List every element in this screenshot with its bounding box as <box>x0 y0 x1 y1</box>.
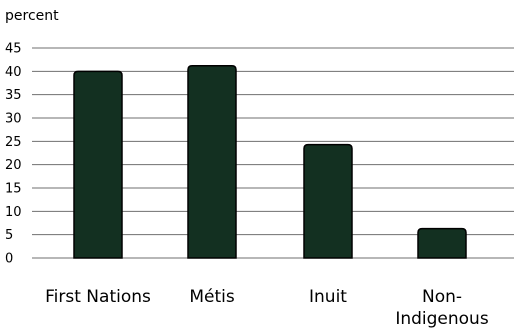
y-tick-layer: 0 5 10 15 20 25 30 35 40 45 <box>5 42 22 267</box>
y-tick-label: 15 <box>5 182 22 197</box>
bar <box>417 227 467 259</box>
y-tick-label: 10 <box>5 205 22 220</box>
category-label: First Nations <box>45 287 151 307</box>
y-tick-label: 20 <box>5 158 22 173</box>
category-label: Métis <box>189 287 235 307</box>
y-tick-label: 0 <box>5 252 13 267</box>
bar <box>73 70 123 259</box>
y-tick-label: 35 <box>5 88 22 103</box>
bar <box>303 143 353 259</box>
category-label: Non-Indigenous <box>395 287 489 329</box>
category-label-layer: First Nations Métis Inuit Non-Indigenous <box>45 287 489 329</box>
y-axis-label: percent <box>5 8 59 24</box>
y-tick-label: 30 <box>5 112 22 127</box>
y-tick-label: 40 <box>5 65 22 80</box>
bar-layer <box>73 64 467 259</box>
category-label: Inuit <box>309 287 347 307</box>
y-tick-label: 25 <box>5 135 22 150</box>
y-tick-label: 5 <box>5 228 13 243</box>
y-tick-label: 45 <box>5 42 22 57</box>
bar <box>187 64 237 259</box>
